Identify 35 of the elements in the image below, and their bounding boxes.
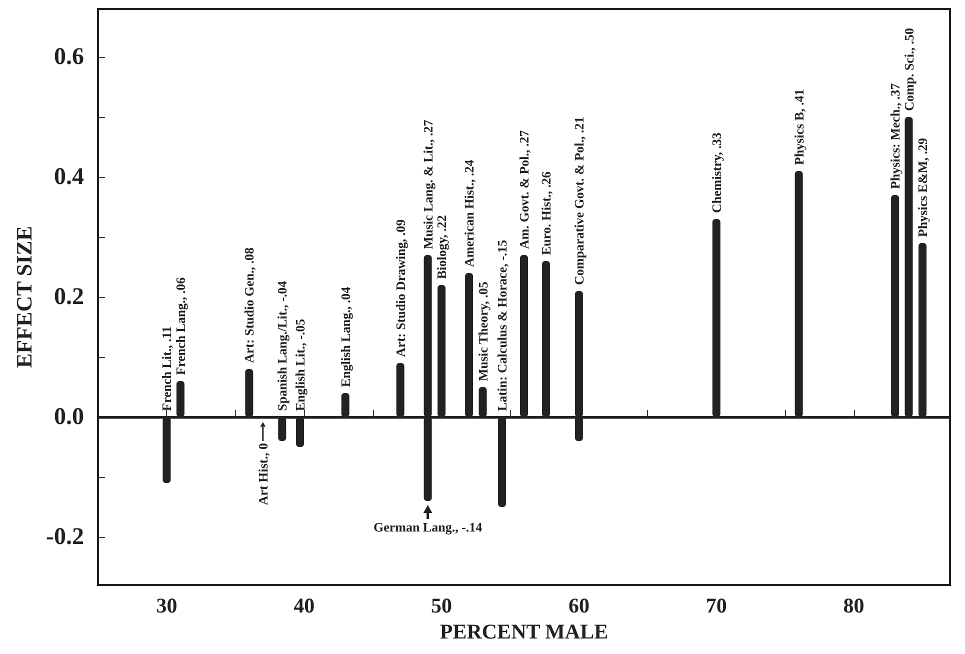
y-tick-label: -0.2 xyxy=(46,524,84,550)
data-label: English Lang., .04 xyxy=(338,286,353,387)
data-label: Comp. Sci., .50 xyxy=(901,28,916,111)
y-tick-label: 0.4 xyxy=(54,164,84,190)
x-tick-label: 70 xyxy=(706,594,727,618)
x-tick-label: 60 xyxy=(568,594,590,618)
data-label: French Lang., .06 xyxy=(172,276,188,375)
x-tick-label: 50 xyxy=(431,594,452,618)
data-label: Music Theory, .05 xyxy=(475,281,490,381)
data-label: Physics E&M, .29 xyxy=(915,138,930,237)
data-label: Chemistry, .33 xyxy=(708,132,724,213)
data-label: Art: Studio Gen., .08 xyxy=(242,246,257,363)
x-axis-title: PERCENT MALE xyxy=(440,619,608,644)
y-tick-label: 0.2 xyxy=(54,284,84,310)
data-label: Euro. Hist., .26 xyxy=(538,170,554,255)
data-label: Physics: Mech., .37 xyxy=(888,82,903,189)
x-tick-label: 40 xyxy=(294,594,315,618)
y-tick-label: 0.0 xyxy=(54,404,84,430)
data-label: German Lang., -.14 xyxy=(373,520,483,534)
data-label: Physics B, .41 xyxy=(791,89,806,165)
y-tick-label: 0.6 xyxy=(54,44,84,70)
data-label: American Hist., .24 xyxy=(462,159,477,267)
data-label: Comparative Govt. & Pol., .21 xyxy=(571,116,586,285)
x-tick-label: 30 xyxy=(156,594,178,618)
x-tick-label: 80 xyxy=(843,594,864,618)
data-label: Biology, .22 xyxy=(434,215,450,279)
data-label: Music Lang. & Lit., .27 xyxy=(420,119,436,249)
y-axis-title: EFFECT SIZE xyxy=(12,226,37,368)
data-label: English Lit., -.05 xyxy=(292,318,308,411)
data-label: Spanish Lang./Lit., -.04 xyxy=(274,280,290,411)
data-label: Art: Studio Drawing, .09 xyxy=(392,218,408,357)
data-label: Latin: Calculus & Horace, -.15 xyxy=(494,239,510,411)
annotation: French Lit., .11 xyxy=(159,326,174,411)
data-label: Am. Govt. & Pol., .27 xyxy=(516,130,532,249)
data-label: Art Hist., 0 xyxy=(255,443,270,506)
